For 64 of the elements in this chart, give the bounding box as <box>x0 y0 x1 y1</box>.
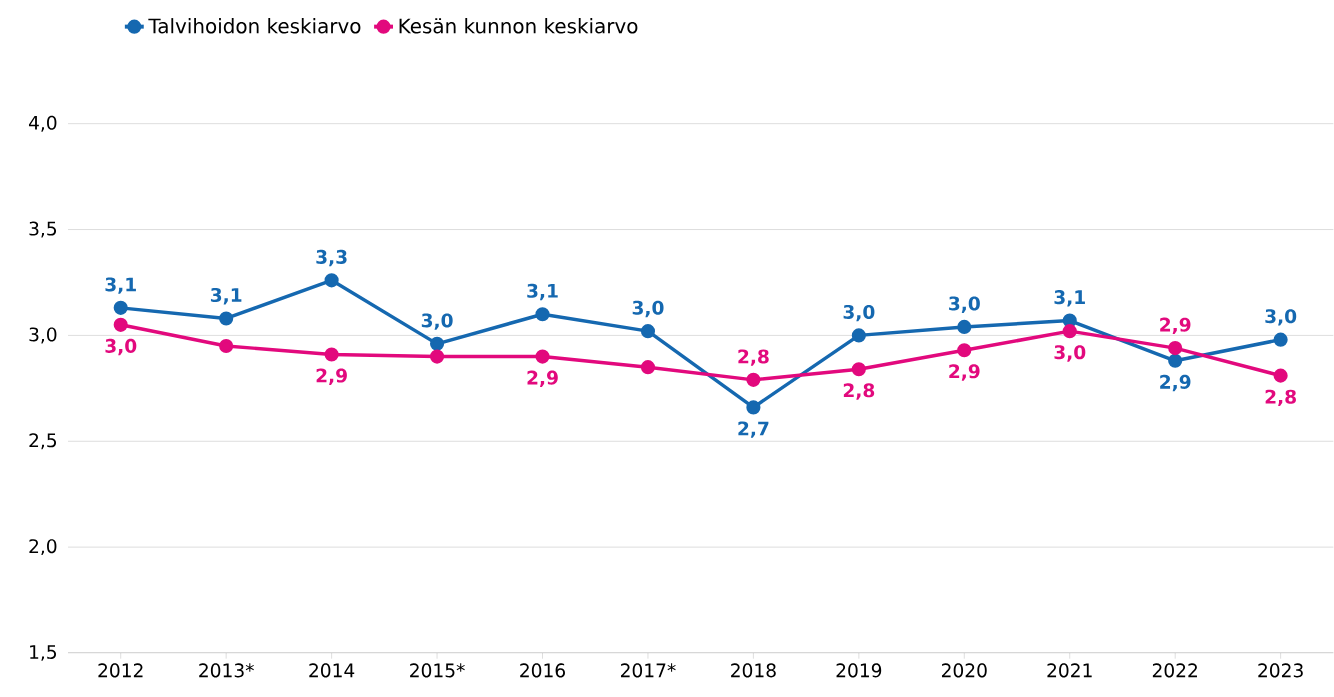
data-label: 2,7 <box>738 421 769 438</box>
data-label: 2,9 <box>316 368 347 385</box>
data-label: 3,0 <box>843 304 875 322</box>
legend-label: Talvihoidon keskiarvo <box>148 18 361 34</box>
data-label: 3,0 <box>105 338 137 356</box>
x-tick-label: 2019 <box>836 663 882 678</box>
x-tick-label: 2017* <box>620 663 676 678</box>
data-label: 3,0 <box>421 313 453 330</box>
point <box>219 338 234 354</box>
data-label: 3,1 <box>1054 290 1085 307</box>
point <box>535 349 550 364</box>
data-label: 3,0 <box>949 296 980 313</box>
data-label: 3,3 <box>316 249 347 267</box>
point <box>1273 368 1288 383</box>
y-tick-label: 3,0 <box>29 327 57 344</box>
point <box>746 372 761 387</box>
data-label: 2,8 <box>1265 389 1296 407</box>
x-tick-label: 2022 <box>1152 663 1197 678</box>
x-tick-label: 2023 <box>1258 663 1303 678</box>
data-label: 3,1 <box>527 283 558 301</box>
point <box>324 347 339 362</box>
point <box>535 307 550 322</box>
x-tick-label: 2015* <box>410 663 465 678</box>
point <box>324 273 339 288</box>
y-tick-label: 3,5 <box>29 221 57 238</box>
y-tick-label: 2,0 <box>29 539 57 556</box>
y-tick-label: 1,5 <box>30 645 57 661</box>
y-tick-label: 2,5 <box>29 433 57 450</box>
data-label: 2,9 <box>1160 317 1191 335</box>
x-tick-label: 2014 <box>309 663 355 678</box>
legend-label: Kesän kunnon keskiarvo <box>399 18 638 34</box>
point <box>851 362 866 377</box>
x-tick-label: 2013* <box>199 663 254 678</box>
point <box>429 336 445 351</box>
x-tick-label: 2020 <box>941 663 987 678</box>
point <box>113 317 128 332</box>
point <box>113 300 128 315</box>
point <box>957 319 972 334</box>
point <box>1168 353 1183 368</box>
data-label: 2,9 <box>949 364 980 381</box>
point <box>640 360 656 375</box>
x-tick-label: 2021 <box>1047 663 1092 678</box>
point <box>1168 341 1183 356</box>
y-tick-label: 4,0 <box>28 115 57 132</box>
x-tick-label: 2012 <box>98 663 143 678</box>
data-label: 2,8 <box>843 383 875 400</box>
point <box>429 349 445 364</box>
point <box>219 311 234 326</box>
data-label: 2,8 <box>738 349 769 366</box>
data-label: 3,1 <box>105 277 136 294</box>
point <box>957 343 972 358</box>
point <box>1273 332 1288 347</box>
data-label: 2,9 <box>1160 374 1191 392</box>
point <box>640 324 656 339</box>
data-label: 3,1 <box>210 287 242 305</box>
x-tick-label: 2016 <box>520 663 565 678</box>
data-label: 2,9 <box>527 370 558 388</box>
point <box>746 400 761 415</box>
data-label: 3,0 <box>1054 345 1086 362</box>
data-label: 3,0 <box>632 300 664 318</box>
point <box>851 328 866 343</box>
point <box>1062 324 1077 339</box>
data-label: 3,0 <box>1265 309 1297 326</box>
x-tick-label: 2018 <box>731 663 776 678</box>
